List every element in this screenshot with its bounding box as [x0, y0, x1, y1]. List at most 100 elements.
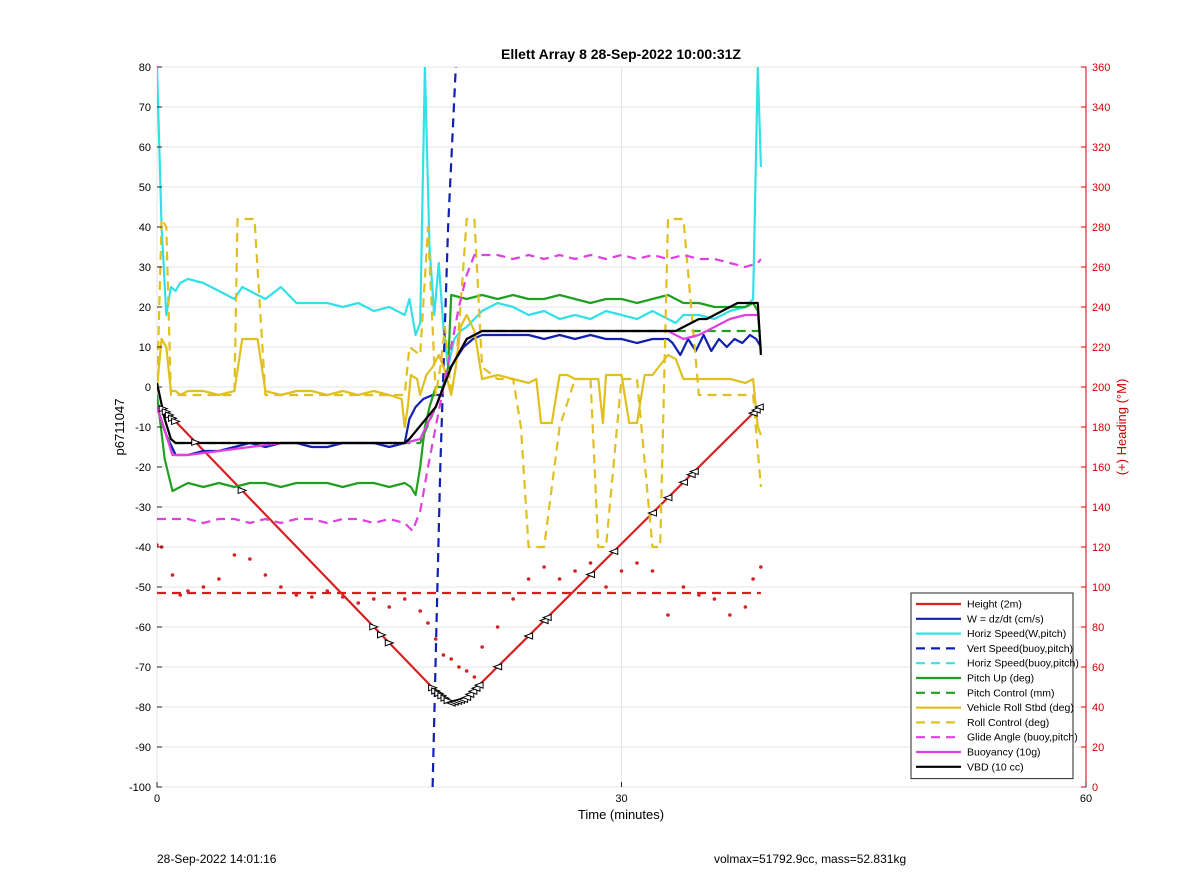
legend-label: Horiz Speed(buoy,pitch): [967, 658, 1079, 670]
y-tick-label-right: 160: [1092, 462, 1110, 474]
heading-point: [248, 557, 252, 561]
y-tick-label-right: 60: [1092, 662, 1104, 674]
heading-point: [170, 573, 175, 577]
heading-point: [186, 589, 190, 593]
heading-point: [387, 605, 392, 609]
heading-point: [480, 645, 484, 649]
heading-point: [542, 565, 546, 569]
heading-point: [178, 593, 183, 597]
y-tick-label-right: 240: [1092, 302, 1110, 314]
legend-label: Pitch Control (mm): [967, 687, 1055, 699]
y-axis-label-right: (+) Heading (°M): [1114, 379, 1129, 476]
height-marker: [678, 478, 688, 487]
heading-point: [650, 569, 655, 573]
y-tick-label-right: 120: [1092, 542, 1110, 554]
y-tick-label: -20: [135, 462, 151, 474]
height-marker: [647, 509, 657, 517]
y-tick-label-right: 180: [1092, 422, 1110, 434]
series-line-3: [431, 67, 457, 787]
heading-point: [157, 543, 159, 547]
series-line-8: [157, 217, 762, 549]
heading-point: [325, 589, 330, 593]
x-tick-label: 0: [154, 793, 160, 805]
y-tick-label: -40: [135, 542, 151, 554]
heading-point: [728, 613, 732, 617]
height-marker: [662, 493, 673, 502]
y-tick-label: 20: [139, 302, 151, 314]
heading-point: [449, 657, 453, 661]
y-tick-label-right: 340: [1092, 102, 1110, 114]
height-marker: [171, 417, 182, 426]
y-tick-label-right: 200: [1092, 382, 1110, 394]
series-line-11: [157, 301, 762, 445]
legend-label: Vert Speed(buoy,pitch): [967, 643, 1073, 655]
y-tick-label-right: 300: [1092, 182, 1110, 194]
legend-label: Vehicle Roll Stbd (deg): [967, 702, 1074, 714]
footer-stats: volmax=51792.9cc, mass=52.831kg: [714, 852, 907, 866]
x-ticks: 0 30 60: [154, 782, 1092, 805]
series-clip: [157, 67, 764, 787]
height-marker: [608, 547, 619, 556]
y-tick-label: 40: [139, 222, 151, 234]
y-tick-label: 80: [139, 62, 151, 74]
y-ticks: 80 70 60 50 40 30 20 10 0 -10 -20 -30 -40 -50 -60 -70 -8…: [129, 62, 162, 794]
heading-point: [418, 609, 423, 613]
y-tick-label: -50: [135, 582, 151, 594]
heading-point: [573, 569, 577, 573]
heading-point: [402, 597, 407, 601]
legend-label: Glide Angle (buoy,pitch): [967, 732, 1078, 744]
y-tick-label: -100: [129, 782, 151, 794]
heading-point: [511, 597, 515, 601]
x-tick-label: 30: [615, 793, 627, 805]
legend-box: [910, 592, 1074, 780]
heading-point: [457, 665, 461, 669]
y-tick-label: 30: [139, 262, 151, 274]
y-tick-label: -90: [135, 742, 151, 754]
y-axis-label: p6711047: [112, 399, 127, 456]
heading-point: [588, 561, 593, 565]
y-tick-label-right: 0: [1092, 782, 1098, 794]
y-tick-label: -70: [135, 662, 151, 674]
heading-point: [426, 621, 430, 625]
legend-label: VBD (10 cc): [967, 761, 1024, 773]
heading-point: [681, 585, 686, 589]
heading-point: [263, 573, 268, 577]
heading-point: [441, 653, 446, 657]
heading-point: [604, 585, 608, 589]
chart-title: Ellett Array 8 28-Sep-2022 10:00:31Z: [501, 46, 741, 62]
x-tick-label: 60: [1080, 793, 1092, 805]
height-marker: [753, 403, 764, 411]
height-marker: [443, 696, 454, 705]
heading-point: [557, 577, 562, 581]
y-tick-label: 70: [139, 102, 151, 114]
y-tick-label-right: 320: [1092, 142, 1110, 154]
legend-label: Pitch Up (deg): [967, 673, 1034, 685]
legend-label: Height (2m): [967, 599, 1022, 611]
heading-point: [279, 585, 283, 589]
y-tick-label-right: 80: [1092, 622, 1104, 634]
height-marker: [585, 570, 596, 579]
height-marker: [384, 639, 395, 647]
heading-point: [495, 625, 500, 629]
legend-label: W = dz/dt (cm/s): [967, 613, 1044, 625]
y-tick-label-right: 40: [1092, 702, 1104, 714]
legend-label: Buoyancy (10g): [967, 747, 1041, 759]
heading-point: [743, 605, 748, 609]
y-tick-label: -60: [135, 622, 151, 634]
heading-point: [526, 577, 531, 581]
heading-point: [201, 585, 206, 589]
heading-point: [697, 593, 701, 597]
heading-point: [619, 569, 624, 573]
series-line-9: [157, 253, 762, 533]
y-tick-label: 0: [145, 382, 151, 394]
footer-timestamp: 28-Sep-2022 14:01:16: [157, 852, 277, 866]
heading-point: [356, 601, 361, 605]
x-axis-label: Time (minutes): [578, 807, 664, 822]
heading-point: [666, 613, 670, 617]
y-tick-label: -30: [135, 502, 151, 514]
y-tick-label-right: 220: [1092, 342, 1110, 354]
legend-label: Roll Control (deg): [967, 717, 1049, 729]
heading-point: [232, 553, 237, 557]
heading-point: [294, 593, 299, 597]
